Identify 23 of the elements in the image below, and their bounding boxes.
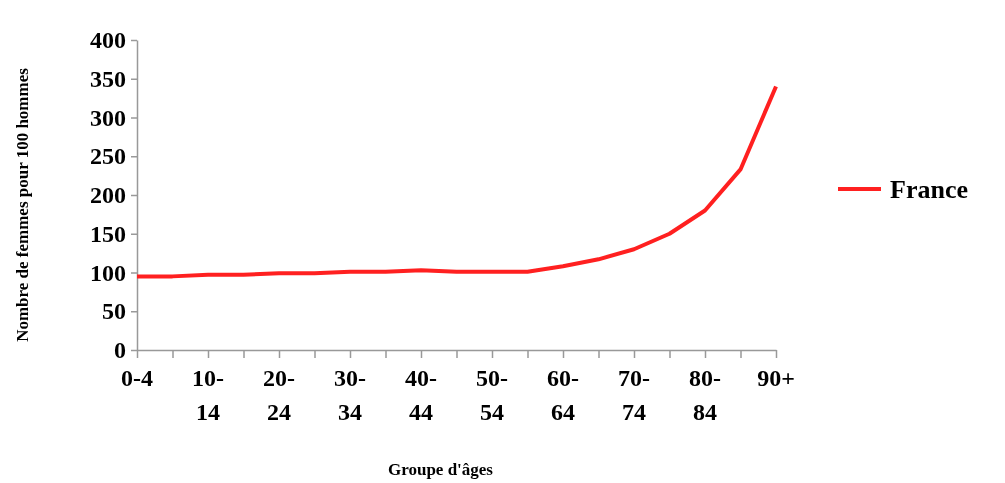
y-tick-label: 0 (114, 337, 126, 364)
x-tick-label: 80-84 (689, 365, 721, 425)
x-tick-label: 70-74 (618, 365, 650, 425)
x-tick-label: 50-54 (476, 365, 508, 425)
x-tick-label: 90+ (757, 365, 795, 391)
x-axis-title: Groupe d'âges (387, 460, 494, 479)
y-tick-label: 250 (90, 143, 126, 170)
x-tick-label: 20-24 (263, 365, 295, 425)
y-tick-label: 150 (90, 220, 126, 247)
x-tick-label: 0-4 (121, 365, 153, 391)
legend-label: France (890, 175, 968, 204)
x-tick-label: 60-64 (547, 365, 579, 425)
y-tick-label: 50 (102, 298, 126, 325)
y-tick-label: 200 (90, 182, 126, 209)
y-tick-label: 350 (90, 65, 126, 92)
x-tick-label: 30-34 (334, 365, 366, 425)
y-tick-label: 100 (90, 259, 126, 286)
x-tick-label: 10-14 (192, 365, 224, 425)
line-series (135, 84, 778, 279)
y-tick-label: 300 (90, 104, 126, 131)
x-tick-label: 40-44 (405, 365, 437, 425)
y-tick-label: 400 (90, 27, 126, 54)
y-axis-title: Nombre de femmes pour 100 hommes (13, 67, 32, 342)
